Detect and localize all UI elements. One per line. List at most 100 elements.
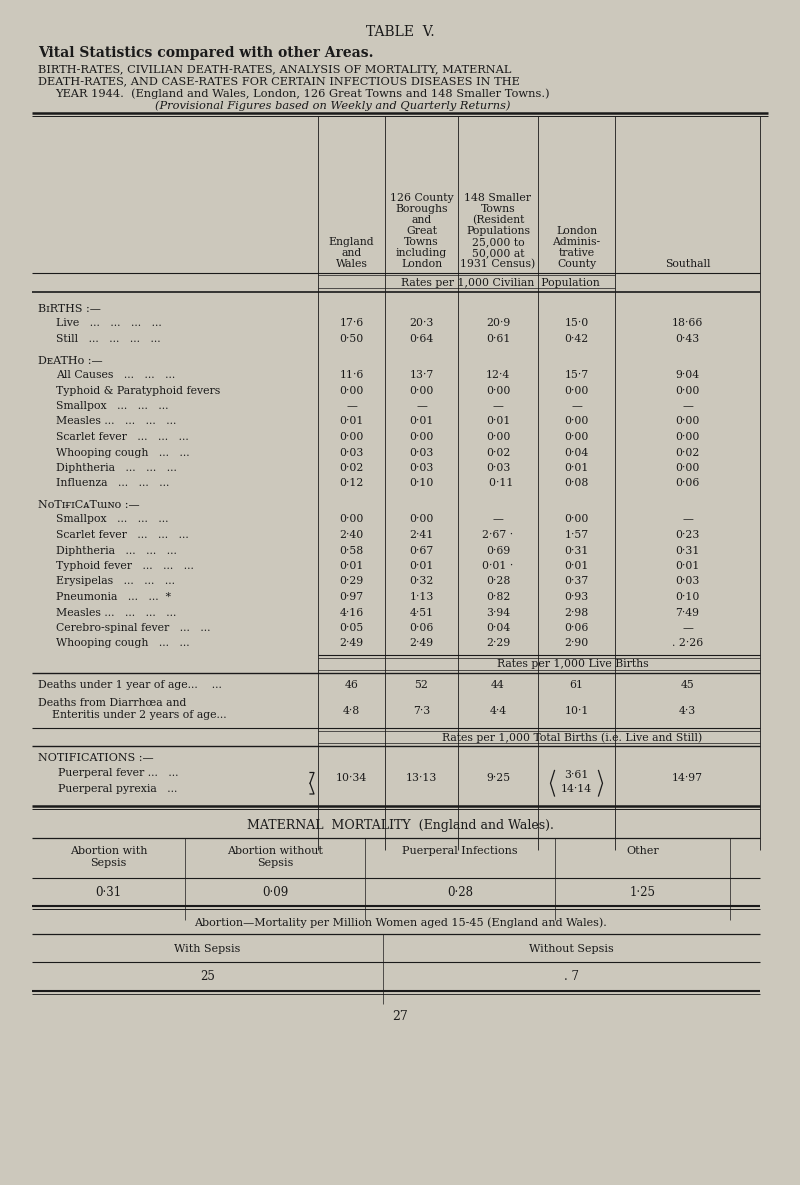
Text: 14·97: 14·97 bbox=[672, 774, 703, 783]
Text: 0·82: 0·82 bbox=[486, 592, 510, 602]
Text: 0·02: 0·02 bbox=[675, 448, 700, 457]
Text: 20·9: 20·9 bbox=[486, 319, 510, 328]
Text: 2·41: 2·41 bbox=[410, 530, 434, 540]
Text: 10·34: 10·34 bbox=[336, 774, 367, 783]
Text: 0·01: 0·01 bbox=[410, 561, 434, 571]
Text: 126 County: 126 County bbox=[390, 193, 454, 203]
Text: 0·64: 0·64 bbox=[410, 334, 434, 344]
Text: 0·00: 0·00 bbox=[675, 433, 700, 442]
Text: 0·11: 0·11 bbox=[482, 479, 514, 488]
Text: 0·31: 0·31 bbox=[95, 885, 122, 898]
Text: 0·10: 0·10 bbox=[410, 479, 434, 488]
Text: —: — bbox=[416, 401, 427, 411]
Text: 0·01: 0·01 bbox=[564, 463, 589, 473]
Text: Abortion with: Abortion with bbox=[70, 846, 147, 856]
Text: 0·00: 0·00 bbox=[410, 385, 434, 396]
Text: Smallpox   ...   ...   ...: Smallpox ... ... ... bbox=[56, 401, 169, 411]
Text: Diphtheria   ...   ...   ...: Diphtheria ... ... ... bbox=[56, 545, 177, 556]
Text: —: — bbox=[682, 514, 693, 525]
Text: Scarlet fever   ...   ...   ...: Scarlet fever ... ... ... bbox=[56, 530, 189, 540]
Text: 0·01: 0·01 bbox=[339, 561, 364, 571]
Text: 0·31: 0·31 bbox=[675, 545, 700, 556]
Text: With Sepsis: With Sepsis bbox=[174, 943, 241, 954]
Text: Smallpox   ...   ...   ...: Smallpox ... ... ... bbox=[56, 514, 169, 525]
Text: Rates per 1,000 Civilian  Population: Rates per 1,000 Civilian Population bbox=[401, 278, 599, 288]
Text: 44: 44 bbox=[491, 680, 505, 690]
Text: 2·98: 2·98 bbox=[564, 608, 589, 617]
Text: 2·29: 2·29 bbox=[486, 639, 510, 648]
Text: 4·3: 4·3 bbox=[679, 706, 696, 717]
Text: 27: 27 bbox=[392, 1011, 408, 1024]
Text: 9·04: 9·04 bbox=[675, 370, 699, 380]
Text: 7·49: 7·49 bbox=[675, 608, 699, 617]
Text: 0·03: 0·03 bbox=[339, 448, 364, 457]
Text: DEATH-RATES, AND CASE-RATES FOR CERTAIN INFECTIOUS DISEASES IN THE: DEATH-RATES, AND CASE-RATES FOR CERTAIN … bbox=[38, 76, 520, 87]
Text: 0·23: 0·23 bbox=[675, 530, 700, 540]
Text: 0·00: 0·00 bbox=[675, 385, 700, 396]
Text: Without Sepsis: Without Sepsis bbox=[529, 943, 614, 954]
Text: —: — bbox=[346, 401, 357, 411]
Text: 0·00: 0·00 bbox=[564, 514, 589, 525]
Text: 0·00: 0·00 bbox=[486, 433, 510, 442]
Text: 0·97: 0·97 bbox=[339, 592, 363, 602]
Text: and: and bbox=[342, 248, 362, 258]
Text: London: London bbox=[556, 226, 597, 236]
Text: 0·03: 0·03 bbox=[675, 576, 700, 587]
Text: —: — bbox=[571, 401, 582, 411]
Text: . 2·26: . 2·26 bbox=[672, 639, 703, 648]
Text: 0·50: 0·50 bbox=[339, 334, 364, 344]
Text: 50,000 at: 50,000 at bbox=[472, 248, 524, 258]
Text: Whooping cough   ...   ...: Whooping cough ... ... bbox=[56, 639, 190, 648]
Text: 15·7: 15·7 bbox=[565, 370, 589, 380]
Text: Erysipelas   ...   ...   ...: Erysipelas ... ... ... bbox=[56, 576, 175, 587]
Text: trative: trative bbox=[558, 248, 594, 258]
Text: 0·01: 0·01 bbox=[339, 416, 364, 427]
Text: 0·03: 0·03 bbox=[486, 463, 510, 473]
Text: 0·06: 0·06 bbox=[564, 623, 589, 633]
Text: 0·04: 0·04 bbox=[564, 448, 589, 457]
Text: Towns: Towns bbox=[404, 237, 439, 246]
Text: DᴇATHᴏ :—: DᴇATHᴏ :— bbox=[38, 356, 102, 365]
Text: 7·3: 7·3 bbox=[413, 706, 430, 717]
Text: 2·67 ·: 2·67 · bbox=[482, 530, 514, 540]
Text: 0·42: 0·42 bbox=[564, 334, 589, 344]
Text: 2·90: 2·90 bbox=[564, 639, 589, 648]
Text: 0·05: 0·05 bbox=[339, 623, 364, 633]
Text: 13·13: 13·13 bbox=[406, 774, 437, 783]
Text: (Provisional Figures based on Weekly and Quarterly Returns): (Provisional Figures based on Weekly and… bbox=[155, 100, 510, 110]
Text: 0·01: 0·01 bbox=[675, 561, 700, 571]
Text: 2·49: 2·49 bbox=[410, 639, 434, 648]
Text: 0·61: 0·61 bbox=[486, 334, 510, 344]
Text: —: — bbox=[682, 623, 693, 633]
Text: Diphtheria   ...   ...   ...: Diphtheria ... ... ... bbox=[56, 463, 177, 473]
Text: 0·31: 0·31 bbox=[564, 545, 589, 556]
Text: TABLE  V.: TABLE V. bbox=[366, 25, 434, 39]
Text: 20·3: 20·3 bbox=[410, 319, 434, 328]
Text: —: — bbox=[682, 401, 693, 411]
Text: 0·01 ·: 0·01 · bbox=[482, 561, 514, 571]
Text: 46: 46 bbox=[345, 680, 358, 690]
Text: 4·4: 4·4 bbox=[490, 706, 506, 717]
Text: Puerperal Infections: Puerperal Infections bbox=[402, 846, 518, 856]
Text: 15·0: 15·0 bbox=[564, 319, 589, 328]
Text: 0·06: 0·06 bbox=[410, 623, 434, 633]
Text: Measles ...   ...   ...   ...: Measles ... ... ... ... bbox=[56, 608, 176, 617]
Text: Abortion—Mortality per Million Women aged 15-45 (England and Wales).: Abortion—Mortality per Million Women age… bbox=[194, 917, 606, 928]
Text: 0·00: 0·00 bbox=[564, 433, 589, 442]
Text: 0·69: 0·69 bbox=[486, 545, 510, 556]
Text: NOTIFICATIONS :—: NOTIFICATIONS :— bbox=[38, 752, 154, 763]
Text: 0·02: 0·02 bbox=[339, 463, 364, 473]
Text: Typhoid fever   ...   ...   ...: Typhoid fever ... ... ... bbox=[56, 561, 194, 571]
Text: 1931 Census): 1931 Census) bbox=[460, 260, 536, 269]
Text: Wales: Wales bbox=[335, 260, 367, 269]
Text: Rates per 1,000 Total Births (i.e. Live and Still): Rates per 1,000 Total Births (i.e. Live … bbox=[442, 732, 702, 743]
Text: Great: Great bbox=[406, 226, 437, 236]
Text: 0·04: 0·04 bbox=[486, 623, 510, 633]
Text: 25: 25 bbox=[200, 971, 215, 984]
Text: All Causes   ...   ...   ...: All Causes ... ... ... bbox=[56, 370, 175, 380]
Text: 0·01: 0·01 bbox=[564, 561, 589, 571]
Text: 25,000 to: 25,000 to bbox=[472, 237, 524, 246]
Text: 10·1: 10·1 bbox=[564, 706, 589, 717]
Text: Cerebro-spinal fever   ...   ...: Cerebro-spinal fever ... ... bbox=[56, 623, 210, 633]
Text: 0·43: 0·43 bbox=[675, 334, 700, 344]
